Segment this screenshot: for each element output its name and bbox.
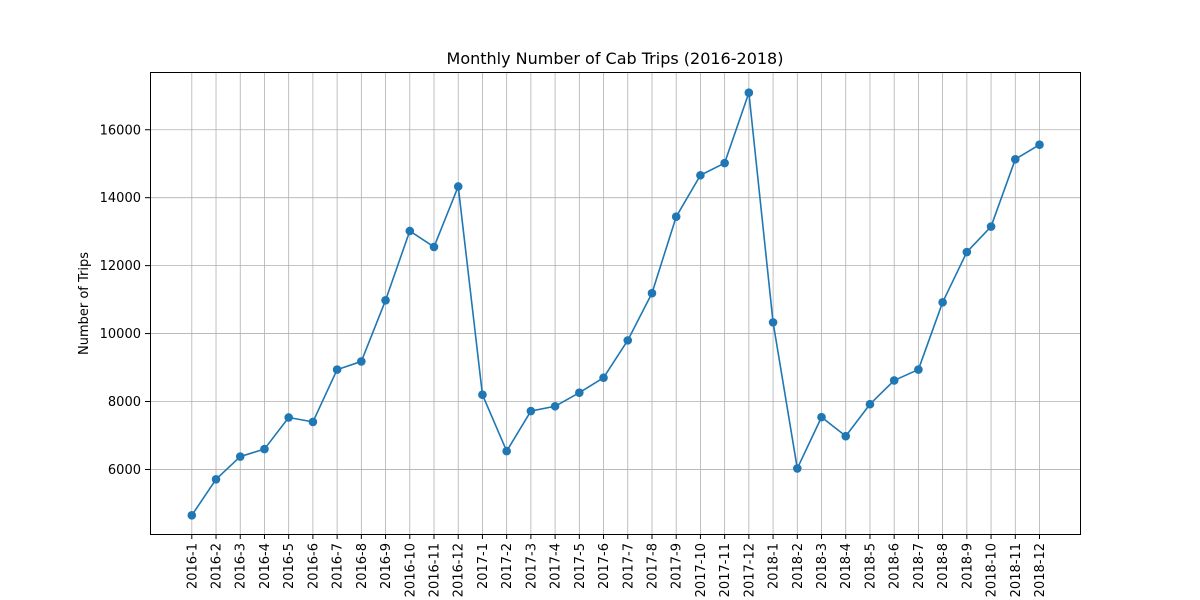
data-point <box>623 336 633 345</box>
data-point <box>187 511 197 520</box>
data-point <box>841 431 851 441</box>
data-point <box>720 158 729 168</box>
data-point <box>502 446 511 456</box>
x-tick-label: 2017-11 <box>718 543 733 597</box>
x-tick-label: 2018-4 <box>839 543 854 589</box>
y-tick-label: 6000 <box>108 463 141 478</box>
data-point <box>429 242 439 252</box>
data-point <box>211 475 221 484</box>
chart-title: Monthly Number of Cab Trips (2016-2018) <box>447 49 784 68</box>
x-tick-label: 2016-6 <box>306 543 321 589</box>
x-tick-label: 2016-3 <box>234 543 249 589</box>
x-tick-label: 2018-5 <box>863 543 878 589</box>
data-point <box>962 247 972 257</box>
data-point <box>744 88 754 98</box>
data-point <box>986 222 996 231</box>
data-point <box>381 295 390 305</box>
data-point <box>768 318 778 327</box>
x-tick-label: 2017-3 <box>524 543 539 589</box>
data-point <box>526 406 536 416</box>
grid-lines <box>150 72 1080 534</box>
y-tick-label: 12000 <box>100 259 141 274</box>
x-tick-label: 2017-9 <box>670 543 685 589</box>
data-point <box>308 417 318 427</box>
x-tick-label: 2016-7 <box>331 543 346 589</box>
data-point <box>357 357 366 366</box>
data-point <box>1035 140 1044 149</box>
x-tick-label: 2017-8 <box>645 543 660 589</box>
data-point <box>647 288 657 298</box>
data-point <box>938 298 947 307</box>
x-tick-label: 2016-5 <box>282 543 297 589</box>
x-tick-label: 2018-3 <box>815 543 830 589</box>
x-tick-label: 2016-9 <box>379 543 394 589</box>
data-point <box>284 413 293 422</box>
x-tick-label: 2017-2 <box>500 543 515 589</box>
x-tick-label: 2017-5 <box>573 543 588 589</box>
x-tick-label: 2018-12 <box>1033 543 1048 597</box>
data-point <box>453 182 463 191</box>
axis-ticks: 2016-1 2016-2 2016-3 2016-4 2016-5 2016-6 2016… <box>100 123 1048 597</box>
data-point <box>696 170 705 180</box>
data-point <box>550 401 560 411</box>
x-tick-label: 2016-10 <box>403 543 418 597</box>
series-line <box>191 91 1040 516</box>
x-tick-label: 2018-7 <box>912 543 927 589</box>
x-tick-label: 2017-7 <box>621 543 636 589</box>
y-tick-label: 14000 <box>100 191 141 206</box>
data-point <box>914 365 923 374</box>
x-tick-label: 2018-6 <box>888 543 903 589</box>
series-layer <box>187 88 1044 520</box>
data-point <box>889 376 899 385</box>
x-tick-label: 2017-12 <box>742 543 757 597</box>
data-point <box>235 452 245 461</box>
x-tick-label: 2018-8 <box>936 543 951 589</box>
data-point <box>332 365 342 374</box>
y-tick-label: 10000 <box>100 327 141 342</box>
x-tick-label: 2017-1 <box>476 543 491 589</box>
x-tick-label: 2016-12 <box>452 543 467 597</box>
data-point <box>1010 155 1020 164</box>
y-axis-label: Number of Trips <box>77 252 92 355</box>
x-tick-label: 2017-4 <box>549 543 564 589</box>
x-tick-label: 2018-2 <box>791 543 806 589</box>
x-tick-label: 2016-8 <box>355 543 370 589</box>
x-tick-label: 2018-11 <box>1009 543 1024 597</box>
y-tick-label: 16000 <box>100 123 141 138</box>
data-point <box>865 399 875 409</box>
data-point <box>817 412 826 422</box>
x-tick-label: 2016-1 <box>185 543 200 589</box>
data-point <box>575 388 584 397</box>
x-tick-label: 2018-9 <box>960 543 975 589</box>
data-point <box>478 390 487 400</box>
x-tick-label: 2016-2 <box>210 543 225 589</box>
data-point <box>671 212 681 222</box>
data-point <box>793 464 802 473</box>
y-tick-label: 8000 <box>108 395 141 410</box>
x-tick-label: 2017-10 <box>694 543 709 597</box>
x-tick-label: 2018-10 <box>985 543 1000 597</box>
data-point <box>260 444 269 454</box>
x-tick-label: 2016-4 <box>258 543 273 589</box>
x-tick-label: 2017-6 <box>597 543 612 589</box>
data-point <box>405 226 415 236</box>
x-tick-label: 2018-1 <box>767 543 782 589</box>
plot-frame <box>150 72 1081 535</box>
x-tick-label: 2016-11 <box>428 543 443 597</box>
data-point <box>599 373 608 383</box>
